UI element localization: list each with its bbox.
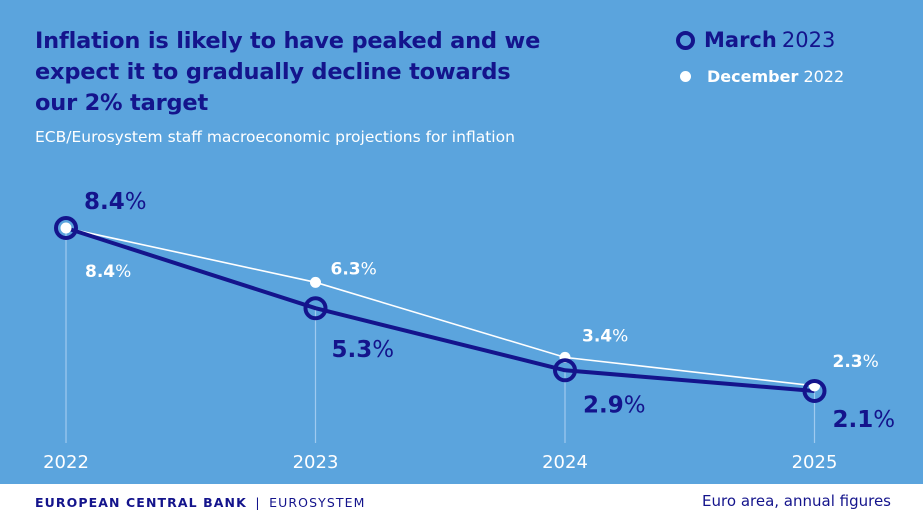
legend-march-month: March [704, 28, 777, 52]
point-march-2023-2022 [54, 216, 78, 240]
x-tick-label-2022: 2022 [43, 452, 89, 473]
data-label-march-2023-2022: 8.4% [84, 189, 147, 215]
chart-panel: Inflation is likely to have peaked and w… [0, 0, 923, 484]
title-line-2: expect it to gradually decline towards [35, 59, 511, 85]
data-label-december-2022-2025: 2.3% [833, 352, 879, 372]
page-title: Inflation is likely to have peaked and w… [35, 26, 635, 119]
x-tick-label-2025: 2025 [792, 452, 838, 473]
data-label-december-2022-2022: 8.4% [85, 262, 131, 282]
legend-item-march-2023: March 2023 [676, 28, 835, 52]
point-march-2023-2025 [802, 379, 827, 403]
footer-note: Euro area, annual figures [702, 492, 891, 510]
point-december-2022-2023 [310, 276, 321, 288]
series-line-december-2022 [65, 227, 815, 387]
data-label-march-2023-2024: 2.9% [583, 392, 646, 418]
inflation-line-chart: 8.4% 5.3% 2.9% 2.1% 8.4% 6.3% 3.4% 2.3% 2022 2023… [43, 189, 896, 473]
title-line-3: our 2% target [35, 90, 208, 116]
title-line-1: Inflation is likely to have peaked and w… [35, 28, 541, 54]
point-december-2022-2022 [60, 222, 72, 234]
ring-marker-icon [676, 30, 695, 50]
data-label-december-2022-2024: 3.4% [582, 326, 628, 346]
point-march-2023-2023 [303, 296, 328, 321]
legend-december-year: 2022 [803, 67, 845, 86]
footer-system: EUROSYSTEM [269, 495, 366, 510]
footer-separator: | [255, 495, 261, 510]
legend-december-month: December [707, 67, 799, 86]
dot-marker-icon [680, 71, 691, 82]
data-label-march-2023-2025: 2.1% [833, 407, 896, 433]
legend-march-year: 2023 [781, 28, 836, 52]
footer-branding: EUROPEAN CENTRAL BANK | EUROSYSTEM [35, 495, 366, 510]
data-label-december-2022-2023: 6.3% [331, 259, 377, 279]
data-label-march-2023-2023: 5.3% [332, 337, 395, 363]
footer-org: EUROPEAN CENTRAL BANK [35, 495, 247, 510]
x-tick-label-2023: 2023 [293, 452, 339, 473]
x-tick-label-2024: 2024 [542, 452, 588, 473]
series-line-march-2023 [65, 226, 815, 393]
point-march-2023-2024 [553, 358, 577, 383]
legend-item-december-2022: December 2022 [680, 66, 844, 86]
chart-subtitle: ECB/Eurosystem staff macroeconomic proje… [35, 128, 515, 146]
